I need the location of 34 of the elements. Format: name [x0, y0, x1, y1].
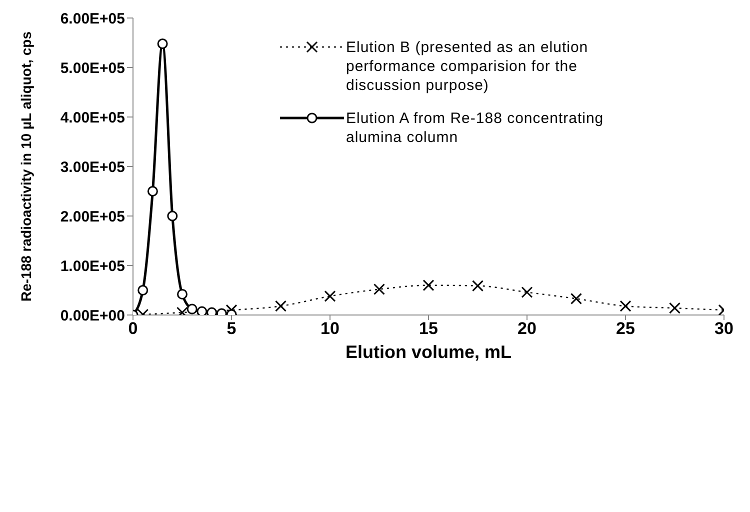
point: [138, 285, 148, 296]
point: [570, 292, 582, 304]
point: [669, 302, 680, 314]
x-tick-label: 0: [128, 319, 138, 338]
point: [196, 306, 208, 315]
point: [422, 280, 434, 292]
point: [521, 286, 533, 298]
point: [157, 38, 168, 49]
point: [167, 210, 178, 222]
point: [177, 288, 188, 300]
point: [374, 284, 385, 296]
point: [186, 304, 198, 314]
y-tick-label: 6.00E+05: [60, 10, 125, 28]
x-tick-label: 30: [714, 319, 734, 338]
legend-label: Elution B (presented as an elution performance comparision for the discussion purpose): [346, 38, 590, 95]
point: [472, 280, 484, 292]
y-axis-title: Re-188 radioactivity in 10 µL aliquot, cps: [18, 31, 34, 302]
point: [324, 290, 336, 302]
y-tick-label: 0.00E+00: [60, 307, 125, 324]
x-tick-label: 20: [518, 319, 536, 338]
x-axis-title: Elution volume, mL: [345, 342, 512, 362]
y-tick-label: 1.00E+05: [60, 258, 125, 275]
y-tick-label: 2.00E+05: [60, 208, 125, 226]
x-tick-label: 5: [226, 319, 236, 338]
point: [275, 300, 286, 312]
y-tick-label: 5.00E+05: [60, 60, 125, 77]
y-tick-label: 3.00E+05: [60, 158, 125, 176]
x-tick-label: 10: [320, 319, 340, 338]
point: [620, 300, 632, 312]
legend-label: Elution A from Re-188 concentrating alumina column: [346, 109, 605, 147]
point: [147, 186, 158, 196]
x-tick-label: 25: [616, 319, 635, 338]
y-tick-label: 4.00E+05: [60, 109, 125, 126]
x-tick-label: 15: [419, 319, 438, 338]
